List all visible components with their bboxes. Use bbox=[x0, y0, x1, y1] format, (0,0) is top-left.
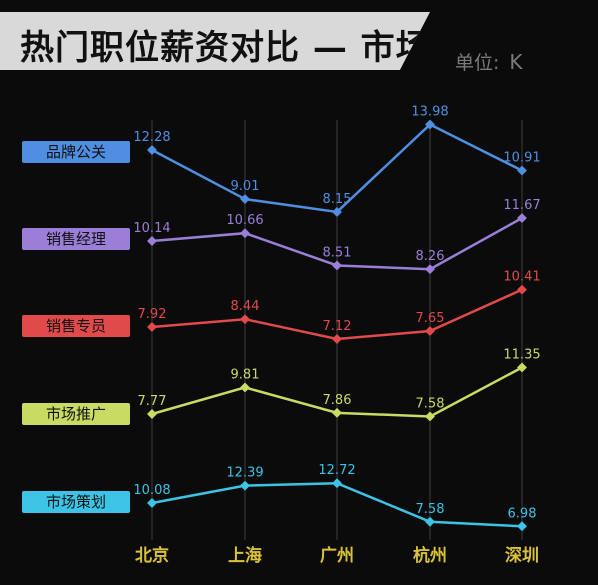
data-label: 7.92 bbox=[138, 307, 167, 322]
data-point bbox=[147, 145, 157, 155]
legend-item: 销售专员 bbox=[22, 315, 130, 337]
unit-label: 单位: bbox=[455, 52, 500, 74]
data-label: 9.81 bbox=[231, 367, 260, 382]
series-3: 7.77 9.81 7.86 7.58 11.35 bbox=[138, 347, 541, 422]
x-tick-label: 上海 bbox=[228, 545, 262, 566]
legend-item: 市场推广 bbox=[22, 403, 130, 425]
data-label: 8.15 bbox=[323, 192, 352, 207]
data-point bbox=[240, 480, 250, 491]
data-point bbox=[517, 213, 527, 223]
data-label: 7.12 bbox=[323, 319, 352, 334]
data-point bbox=[517, 284, 527, 295]
data-label: 7.58 bbox=[416, 502, 445, 517]
data-point bbox=[147, 236, 157, 246]
data-point bbox=[240, 382, 250, 393]
x-tick-label: 深圳 bbox=[505, 545, 539, 566]
data-label: 10.41 bbox=[503, 270, 540, 285]
data-label: 11.67 bbox=[503, 198, 540, 213]
data-point bbox=[517, 521, 527, 532]
data-label: 8.44 bbox=[231, 299, 260, 314]
title-banner: 热门职位薪资对比 — 市场 bbox=[0, 12, 430, 70]
data-point bbox=[147, 498, 157, 508]
data-label: 12.39 bbox=[226, 466, 263, 481]
data-point bbox=[332, 207, 342, 217]
data-label: 6.98 bbox=[508, 506, 537, 521]
data-label: 7.65 bbox=[416, 311, 445, 326]
data-label: 10.66 bbox=[226, 213, 263, 228]
data-point bbox=[332, 478, 342, 489]
data-label: 13.98 bbox=[411, 105, 448, 120]
legend-item: 市场策划 bbox=[22, 491, 130, 513]
data-point bbox=[332, 334, 342, 344]
series-layer: 12.28 9.01 8.15 13.98 10.91 10.14 10.66 8.51 8.2… bbox=[133, 105, 541, 532]
data-point bbox=[425, 264, 435, 275]
data-label: 10.14 bbox=[133, 221, 170, 236]
data-point bbox=[425, 326, 435, 336]
legend-item: 品牌公关 bbox=[22, 141, 130, 163]
series-4: 10.08 12.39 12.72 7.58 6.98 bbox=[133, 463, 537, 532]
data-point bbox=[425, 516, 435, 527]
data-label: 12.72 bbox=[318, 463, 355, 478]
series-0: 12.28 9.01 8.15 13.98 10.91 bbox=[133, 105, 541, 217]
chart-title: 热门职位薪资对比 — 市场 bbox=[20, 28, 431, 68]
data-label: 11.35 bbox=[503, 347, 540, 362]
x-tick-label: 杭州 bbox=[413, 545, 447, 566]
data-point bbox=[425, 411, 435, 422]
series-2: 7.92 8.44 7.12 7.65 10.41 bbox=[138, 270, 541, 344]
data-point bbox=[147, 322, 157, 332]
data-point bbox=[332, 407, 342, 418]
data-point bbox=[517, 165, 527, 176]
data-point bbox=[332, 260, 342, 271]
unit-label-group: 单位: K bbox=[455, 48, 523, 75]
data-label: 9.01 bbox=[231, 179, 260, 194]
data-label: 8.26 bbox=[416, 249, 445, 264]
x-tick-label: 北京 bbox=[135, 545, 169, 566]
data-point bbox=[517, 362, 527, 373]
data-label: 12.28 bbox=[133, 130, 170, 145]
data-label: 7.58 bbox=[416, 396, 445, 411]
data-point bbox=[240, 228, 250, 239]
legend-item: 销售经理 bbox=[22, 228, 130, 250]
x-tick-label: 广州 bbox=[320, 545, 354, 566]
unit-value: K bbox=[509, 50, 523, 74]
data-point bbox=[240, 194, 250, 204]
data-label: 10.91 bbox=[503, 151, 540, 166]
x-axis: 北京 上海 广州 杭州 深圳 bbox=[135, 545, 539, 566]
data-label: 8.51 bbox=[323, 245, 352, 260]
data-label: 7.77 bbox=[138, 394, 167, 409]
data-point bbox=[240, 314, 250, 325]
data-label: 7.86 bbox=[323, 393, 352, 408]
data-label: 10.08 bbox=[133, 483, 170, 498]
series-1: 10.14 10.66 8.51 8.26 11.67 bbox=[133, 198, 541, 275]
data-point bbox=[147, 409, 157, 419]
